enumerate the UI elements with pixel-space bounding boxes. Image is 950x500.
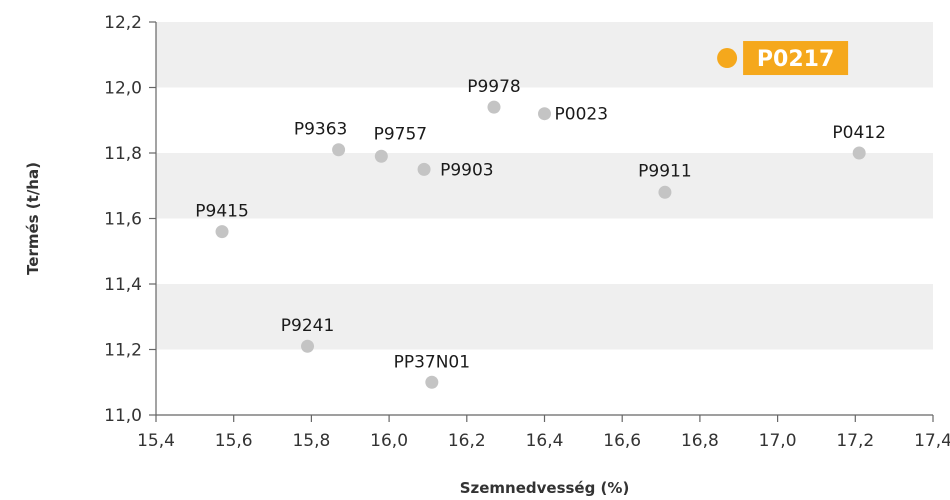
- data-point: [852, 146, 866, 160]
- data-point: [301, 339, 315, 353]
- highlight-point-label: P0217: [757, 47, 834, 72]
- x-axis-title: Szemnedvesség (%): [460, 479, 630, 497]
- point-label: P9911: [638, 161, 692, 181]
- point-label: P9978: [467, 77, 521, 97]
- x-tick-label: 16,2: [448, 431, 486, 451]
- y-tick-label: 11,6: [104, 210, 142, 230]
- highlight-label-box: [743, 41, 849, 76]
- y-tick-label: 11,8: [104, 144, 142, 164]
- grid-band: [156, 153, 933, 219]
- point-label: P9363: [294, 120, 348, 140]
- y-tick-label: 12,0: [104, 79, 142, 99]
- data-point: [417, 162, 431, 176]
- data-point: [538, 107, 551, 121]
- x-tick-label: 15,4: [137, 431, 175, 451]
- x-tick-label: 17,0: [759, 431, 797, 451]
- data-point: [487, 100, 501, 114]
- x-tick-label: 16,4: [526, 431, 564, 451]
- point-label: PP37N01: [394, 352, 470, 372]
- x-tick-label: 15,8: [292, 431, 330, 451]
- point-label: P9757: [374, 124, 428, 144]
- x-tick-label: 17,4: [914, 431, 950, 451]
- axes: [149, 21, 934, 422]
- data-point: [215, 225, 229, 239]
- data-point: [332, 143, 346, 157]
- x-tick-labels: 15,4 15,6 15,8 16,0 16,2 16,4 16,6 16,8 17,0 17,2…: [137, 431, 950, 451]
- x-tick-label: 16,8: [681, 431, 719, 451]
- y-tick-labels: 11,0 11,2 11,4 11,6 11,8 12,0 12,2: [104, 13, 142, 426]
- data-points: P0217 P9978 P0023 P9363 P9757 P9903 P0412 P9911…: [195, 41, 886, 389]
- y-axis-title: Termés (t/ha): [24, 162, 42, 275]
- x-tick-label: 16,6: [603, 431, 641, 451]
- point-label: P9903: [440, 160, 494, 180]
- y-tick-label: 11,2: [104, 341, 142, 361]
- y-tick-label: 12,2: [104, 13, 142, 33]
- point-label: P9241: [281, 316, 335, 336]
- grid-band: [156, 284, 933, 350]
- data-point: [658, 185, 672, 199]
- data-point: [374, 149, 388, 163]
- data-point: [425, 375, 439, 389]
- y-tick-label: 11,0: [104, 406, 142, 426]
- point-label: P0023: [555, 105, 609, 125]
- point-label: P9415: [195, 202, 249, 222]
- x-tick-label: 15,6: [215, 431, 253, 451]
- point-label: P0412: [832, 123, 886, 143]
- y-tick-label: 11,4: [104, 275, 142, 295]
- x-tick-label: 17,2: [836, 431, 874, 451]
- highlight-point: [717, 48, 738, 69]
- x-tick-label: 16,0: [370, 431, 408, 451]
